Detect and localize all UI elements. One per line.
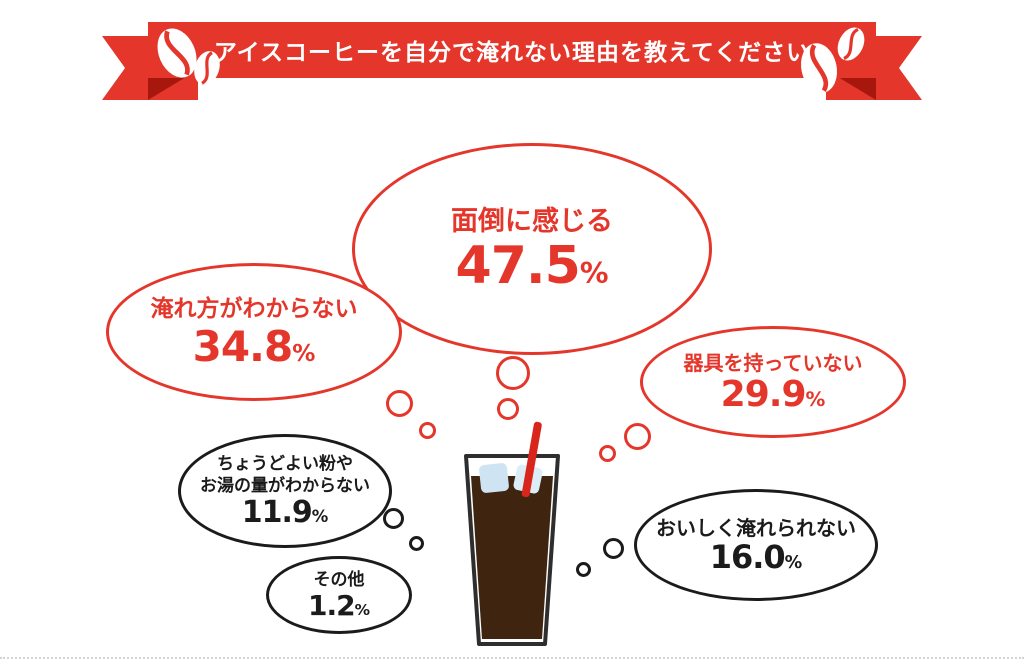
bubble-value: 11.9%: [242, 497, 329, 529]
percent-sign: %: [311, 507, 329, 527]
bubble-label: その他: [313, 570, 365, 591]
bubble-value: 1.2%: [308, 591, 370, 620]
thought-trail-circle: [599, 445, 616, 462]
thought-trail-circle: [576, 562, 591, 577]
thought-trail-circle: [383, 508, 404, 529]
thought-trail-circle: [496, 356, 530, 390]
coffee-bean-icon: [795, 39, 843, 98]
coffee-bean-icon: [831, 22, 870, 66]
thought-trail-circle: [409, 536, 424, 551]
coffee-bean-icon: [149, 21, 206, 86]
thought-trail-circle: [497, 398, 519, 420]
bubble-value-number: 29.9: [720, 374, 807, 416]
thought-trail-circle: [624, 423, 651, 450]
thought-trail-circle: [386, 390, 413, 417]
percent-sign: %: [784, 553, 803, 574]
bubble-label: 面倒に感じる: [451, 206, 613, 238]
ribbon-fold-left: [148, 77, 186, 100]
percent-sign: %: [292, 340, 316, 367]
bubble-value-number: 47.5: [455, 236, 581, 297]
iced-coffee-glass-illustration: [458, 420, 566, 648]
coffee-bean-icon: [189, 47, 225, 89]
bubble-value: 47.5%: [456, 239, 609, 294]
bubble-value: 34.8%: [192, 321, 316, 371]
bubble-label: ちょうどよい粉や お湯の量がわからない: [200, 454, 370, 497]
percent-sign: %: [579, 256, 609, 291]
thought-bubble-not-delicious: おいしく淹れられない 16.0%: [634, 489, 878, 601]
percent-sign: %: [805, 388, 826, 412]
percent-sign: %: [354, 601, 371, 620]
bubble-label: 器具を持っていない: [683, 351, 863, 376]
thought-bubble-hassle: 面倒に感じる 47.5%: [352, 143, 712, 355]
ribbon-banner: アイスコーヒーを自分で淹れない理由を教えてください: [148, 22, 876, 78]
thought-trail-circle: [419, 422, 436, 439]
bottom-divider: [0, 657, 1024, 659]
bubble-value-number: 11.9: [241, 495, 313, 531]
ribbon-fold-right: [838, 77, 876, 100]
bubble-value-number: 16.0: [709, 538, 786, 577]
bubble-label: おいしく淹れられない: [656, 516, 856, 541]
banner-title: アイスコーヒーを自分で淹れない理由を教えてください: [213, 40, 811, 66]
bubble-value-number: 34.8: [192, 321, 294, 371]
thought-bubble-dont-know-how: 淹れ方がわからない 34.8%: [106, 263, 402, 401]
bubble-value: 29.9%: [721, 376, 826, 414]
thought-trail-circle: [603, 538, 624, 559]
thought-bubble-no-equipment: 器具を持っていない 29.9%: [640, 326, 906, 438]
thought-bubble-amounts-unknown: ちょうどよい粉や お湯の量がわからない 11.9%: [178, 434, 392, 548]
bubble-value: 16.0%: [709, 538, 803, 577]
bubble-value-number: 1.2: [307, 589, 356, 623]
bubble-label: 淹れ方がわからない: [150, 296, 358, 322]
thought-bubble-other: その他 1.2%: [266, 556, 412, 634]
